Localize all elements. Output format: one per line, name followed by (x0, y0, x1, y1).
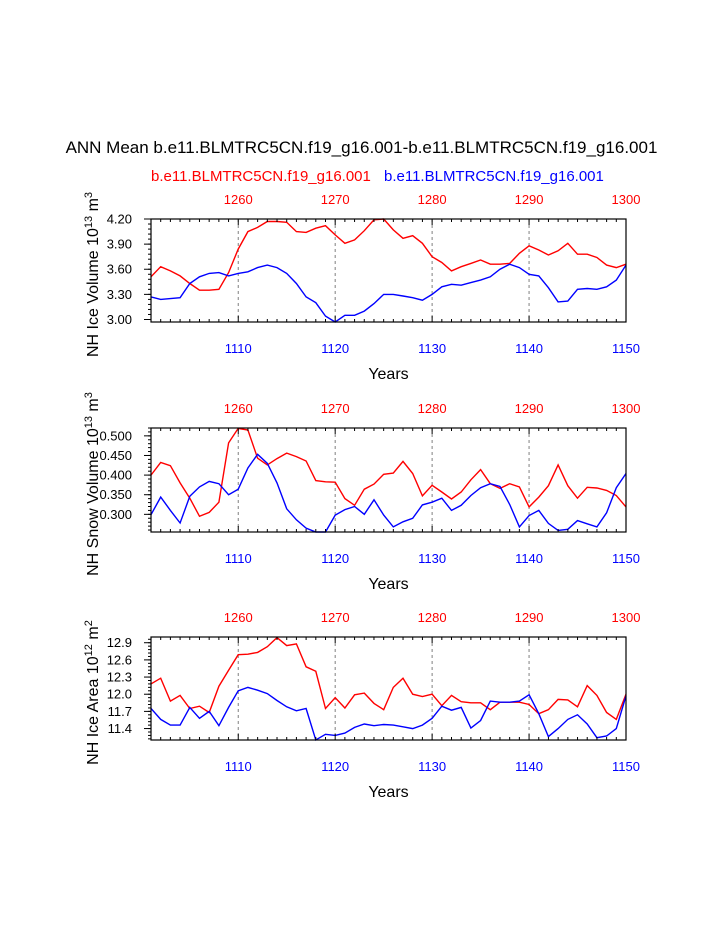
top-tick-label: 1300 (612, 610, 641, 625)
y-tick-label: 0.400 (99, 468, 132, 483)
y-axis-title: NH Ice Area 1012 m2 (83, 620, 102, 765)
legend-blue-label: b.e11.BLMTRC5CN.f19_g16.001 (384, 168, 604, 185)
x-tick-label: 1140 (515, 341, 543, 356)
y-tick-label: 3.00 (107, 312, 132, 327)
top-tick-label: 1280 (418, 401, 447, 416)
panel-1: 1110 1120 1130 1140 1150 1260 1270 1280 1290 1300… (83, 192, 640, 383)
top-tick-label: 1260 (224, 610, 253, 625)
y-tick-label: 0.450 (99, 448, 132, 463)
y-tick-label: 12.0 (107, 687, 132, 702)
y-tick-label: 0.350 (99, 487, 132, 502)
x-tick-label: 1130 (418, 759, 446, 774)
x-tick-label: 1110 (225, 341, 252, 356)
y-tick-label: 12.6 (107, 652, 132, 667)
plot-frame (150, 218, 627, 323)
series-line-red (151, 218, 626, 291)
y-axis-title: NH Ice Volume 1013 m3 (83, 192, 102, 357)
figure-title: ANN Mean b.e11.BLMTRC5CN.f19_g16.001-b.e… (65, 138, 658, 157)
x-tick-label: 1110 (225, 759, 252, 774)
x-tick-label: 1120 (321, 341, 349, 356)
y-tick-label: 11.7 (108, 704, 132, 719)
y-tick-label: 12.3 (107, 670, 132, 685)
legend-red-label: b.e11.BLMTRC5CN.f19_g16.001 (151, 168, 371, 185)
x-axis-title: Years (368, 576, 408, 593)
y-axis-title: NH Snow Volume 1013 m3 (83, 392, 102, 576)
top-tick-label: 1260 (224, 192, 253, 207)
top-tick-label: 1260 (224, 401, 253, 416)
x-tick-label: 1140 (515, 759, 543, 774)
x-axis-title: Years (368, 784, 408, 801)
x-tick-label: 1120 (321, 759, 349, 774)
top-tick-label: 1270 (321, 610, 350, 625)
series-line-blue (151, 686, 626, 742)
y-tick-label: 3.60 (107, 262, 132, 277)
top-tick-label: 1280 (418, 192, 447, 207)
x-axis-title: Years (368, 366, 408, 383)
x-tick-label: 1150 (612, 551, 640, 566)
x-tick-label: 1120 (321, 551, 349, 566)
x-tick-label: 1150 (612, 759, 640, 774)
top-tick-label: 1270 (321, 401, 350, 416)
x-tick-label: 1130 (418, 551, 446, 566)
y-tick-label: 3.30 (107, 287, 132, 302)
series-line-red (151, 427, 626, 518)
y-tick-label: 12.9 (107, 635, 132, 650)
top-tick-label: 1280 (418, 610, 447, 625)
series-line-blue (151, 453, 626, 533)
x-tick-label: 1110 (225, 551, 252, 566)
top-tick-label: 1290 (515, 192, 544, 207)
top-tick-label: 1290 (515, 610, 544, 625)
top-tick-label: 1300 (612, 401, 641, 416)
y-tick-label: 0.300 (99, 507, 132, 522)
y-tick-label: 11.4 (108, 721, 132, 736)
plot-frame (150, 636, 627, 741)
top-tick-label: 1270 (321, 192, 350, 207)
y-tick-label: 4.20 (107, 212, 132, 227)
panel-3: 1110 1120 1130 1140 1150 1260 1270 1280 1290 1300… (83, 610, 640, 801)
y-tick-label: 3.90 (107, 237, 132, 252)
x-tick-label: 1140 (515, 551, 543, 566)
plot-frame (150, 427, 627, 533)
x-tick-label: 1130 (418, 341, 446, 356)
x-tick-label: 1150 (612, 341, 640, 356)
series-line-blue (151, 263, 626, 323)
top-tick-label: 1290 (515, 401, 544, 416)
y-tick-label: 0.500 (99, 428, 132, 443)
panel-2: 1110 1120 1130 1140 1150 1260 1270 1280 1290 1300… (83, 392, 640, 593)
top-tick-label: 1300 (612, 192, 641, 207)
series-line-red (151, 636, 626, 721)
